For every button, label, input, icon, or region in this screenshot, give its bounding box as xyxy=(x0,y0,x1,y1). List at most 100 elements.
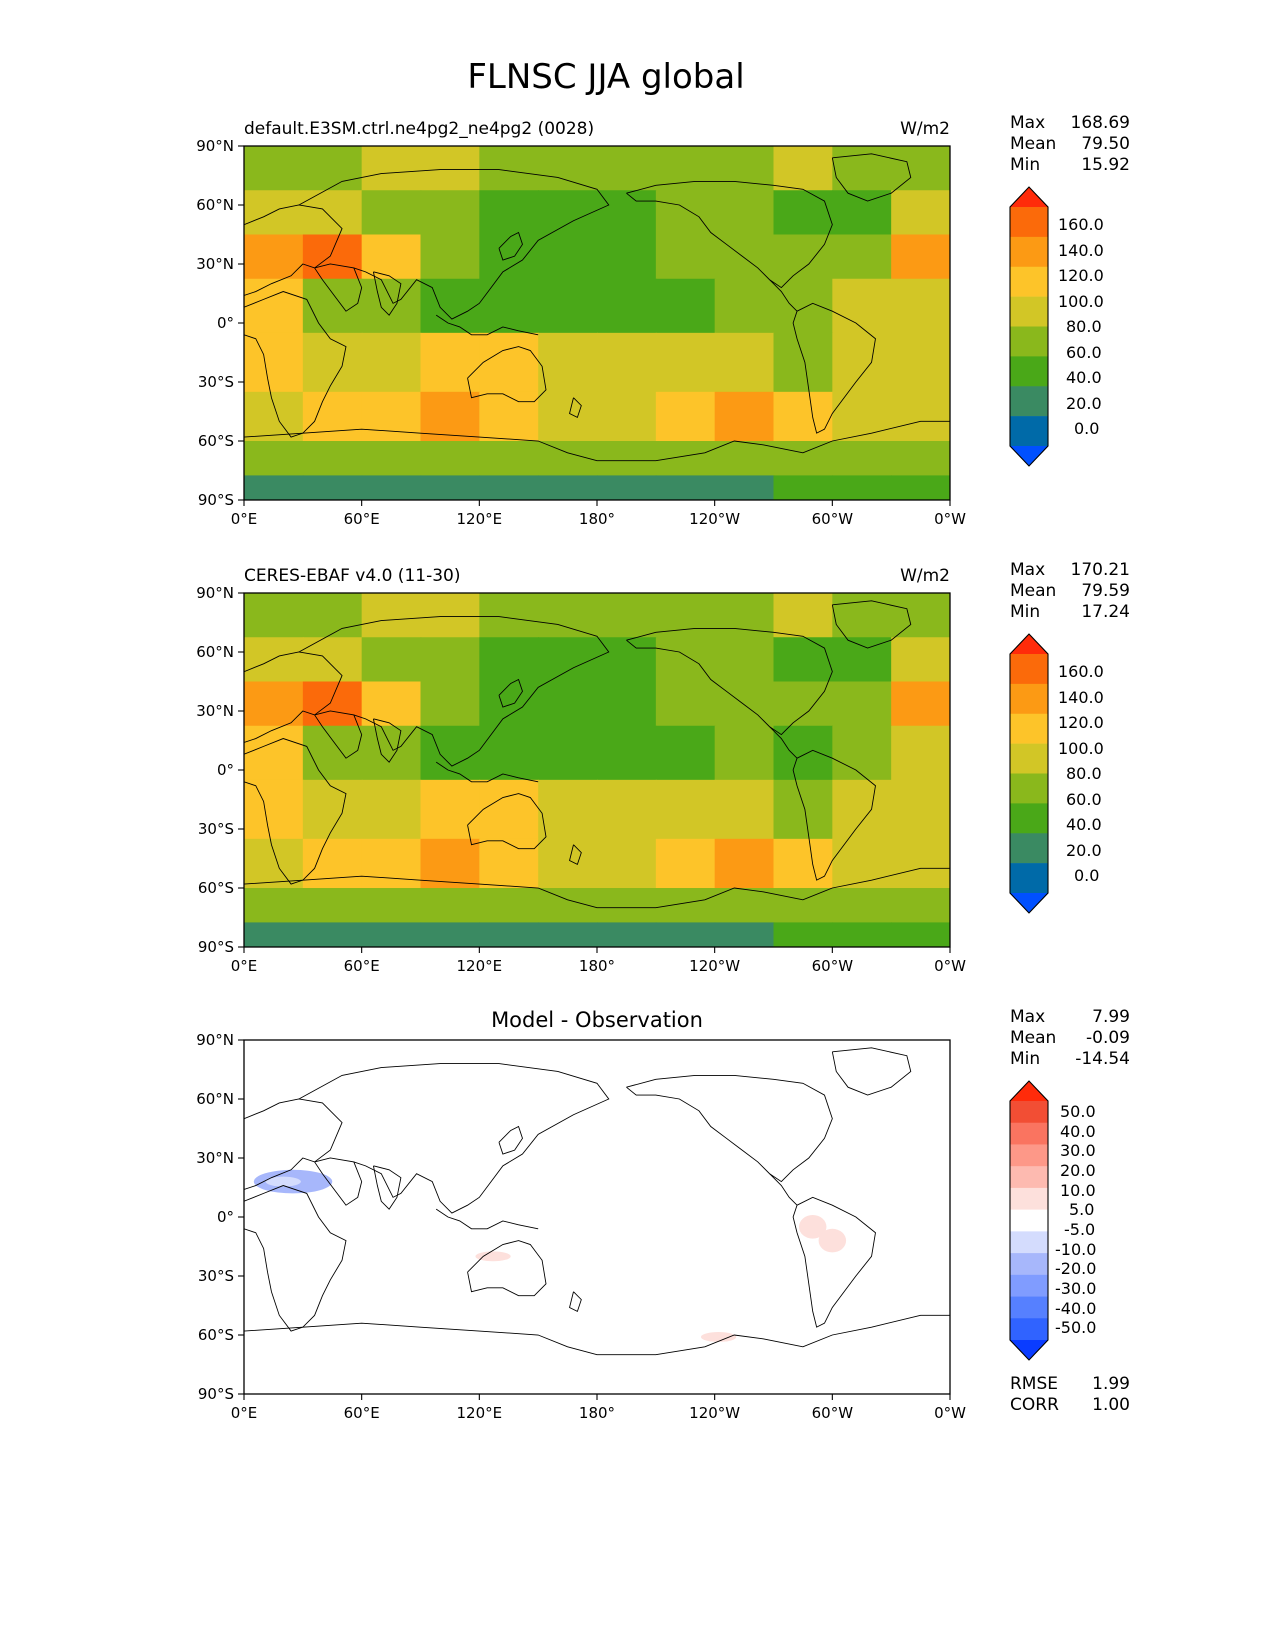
field-cell xyxy=(479,332,539,393)
colorbar-segment xyxy=(1010,833,1048,864)
map-plot xyxy=(244,146,950,500)
field-cell xyxy=(773,779,834,840)
colorbar-labels: 50.0 40.0 30.0 20.0 10.0 5.0 -5.0 -10.0 … xyxy=(1055,1102,1096,1337)
field-cell xyxy=(420,332,481,393)
y-tick-label: 90°N xyxy=(196,137,234,155)
colorbar-label: 20.0 xyxy=(1066,841,1102,860)
field-cell xyxy=(244,637,304,683)
field-cell xyxy=(773,593,834,639)
field-cell xyxy=(302,146,363,192)
field-cell xyxy=(361,593,422,639)
panel-units: W/m2 xyxy=(900,566,950,586)
y-tick-label: 30°S xyxy=(198,1267,234,1285)
stat-value: -14.54 xyxy=(1075,1049,1130,1069)
field-cell xyxy=(714,888,775,924)
colorbar-segment xyxy=(1010,1187,1048,1210)
field-cell xyxy=(302,332,363,393)
metric-value: 1.00 xyxy=(1092,1395,1130,1415)
metric-label: CORR xyxy=(1010,1395,1059,1415)
field-cell xyxy=(891,146,950,192)
field-cell xyxy=(714,681,775,727)
colorbar-label: 50.0 xyxy=(1060,1102,1096,1121)
field-cell xyxy=(597,681,657,727)
y-tick-label: 90°S xyxy=(198,1385,234,1403)
field-cell xyxy=(773,725,834,781)
colorbar-outline xyxy=(1009,633,1049,914)
field-cell xyxy=(832,593,892,639)
y-axis: 90°N 60°N 30°N 0° 30°S 60°S 90°S xyxy=(196,584,244,956)
field-cell xyxy=(891,779,950,840)
y-tick-label: 60°S xyxy=(198,1326,234,1344)
colorbar-segment xyxy=(1010,1101,1048,1124)
x-tick-label: 60°W xyxy=(812,510,854,528)
colorbar-label: -50.0 xyxy=(1055,1318,1096,1337)
field-cell xyxy=(479,922,539,947)
field-cell xyxy=(655,779,716,840)
field-cell xyxy=(832,779,892,840)
field-cell xyxy=(832,146,892,192)
field-cell xyxy=(302,190,363,236)
colorbar-segment xyxy=(1010,1144,1048,1167)
x-tick-label: 60°W xyxy=(812,957,854,975)
field-cell xyxy=(420,234,481,280)
x-tick-label: 180° xyxy=(579,957,615,975)
field-cell xyxy=(832,391,892,442)
field-cell xyxy=(302,779,363,840)
x-tick-label: 180° xyxy=(579,510,615,528)
x-tick-label: 0°W xyxy=(934,1404,966,1422)
field-cell xyxy=(714,725,775,781)
field-cell xyxy=(244,725,304,781)
colorbar-label: 30.0 xyxy=(1060,1141,1096,1160)
colorbar-label: -40.0 xyxy=(1055,1299,1096,1318)
anomaly-blob xyxy=(798,1215,827,1239)
field-cell xyxy=(832,190,892,236)
stat-value: 170.21 xyxy=(1071,560,1130,580)
field-cell xyxy=(244,838,304,889)
field-cell xyxy=(891,922,950,947)
metric-label: RMSE xyxy=(1010,1374,1058,1394)
field-cell xyxy=(420,441,481,477)
field-cell xyxy=(714,779,775,840)
stat-label: Max xyxy=(1010,1007,1045,1027)
field-cell xyxy=(244,681,304,727)
field-cell xyxy=(714,838,775,889)
field-cell xyxy=(773,278,834,334)
colorbar-label: 20.0 xyxy=(1066,394,1102,413)
field-cell xyxy=(420,922,481,947)
stat-value: 168.69 xyxy=(1071,113,1130,133)
field-cell xyxy=(891,593,950,639)
field-cell xyxy=(244,779,304,840)
colorbar xyxy=(1009,1080,1049,1361)
field-cell xyxy=(538,332,598,393)
field-cell xyxy=(773,190,834,236)
field-cell xyxy=(479,725,539,781)
field-cell xyxy=(597,838,657,889)
field-cell xyxy=(302,475,363,500)
field-cell xyxy=(479,637,539,683)
colorbar-label: 0.0 xyxy=(1074,866,1099,885)
field-cell xyxy=(832,441,892,477)
colorbar-segment xyxy=(1010,1253,1048,1276)
field-cell xyxy=(479,146,539,192)
field-cell xyxy=(538,725,598,781)
x-tick-label: 0°E xyxy=(231,957,258,975)
x-tick-label: 60°E xyxy=(344,957,380,975)
stat-value: 7.99 xyxy=(1092,1007,1130,1027)
stat-value: -0.09 xyxy=(1086,1028,1130,1048)
stat-label: Min xyxy=(1010,602,1040,622)
field-cell xyxy=(714,922,775,947)
colorbar-extend-max xyxy=(1010,187,1048,207)
panel-title-left: default.E3SM.ctrl.ne4pg2_ne4pg2 (0028) xyxy=(244,119,594,139)
field-cell xyxy=(361,922,422,947)
field-cell xyxy=(302,391,363,442)
field-cell xyxy=(891,332,950,393)
field-cell xyxy=(655,725,716,781)
colorbar-segment xyxy=(1010,266,1048,297)
field-cell xyxy=(597,332,657,393)
y-tick-label: 90°S xyxy=(198,938,234,956)
field-cell xyxy=(361,888,422,924)
field-cell xyxy=(302,725,363,781)
field-cell xyxy=(597,637,657,683)
colorbar-label: 60.0 xyxy=(1066,343,1102,362)
